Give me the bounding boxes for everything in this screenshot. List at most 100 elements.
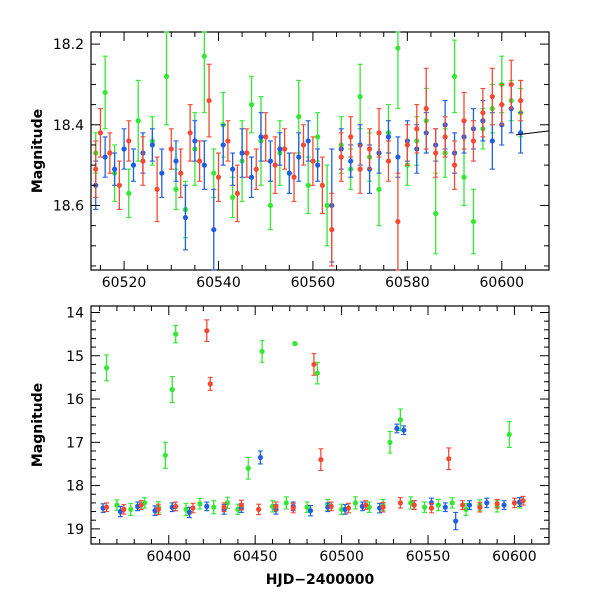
bottom-blue-point	[394, 423, 400, 434]
bottom-red-point	[121, 504, 127, 515]
bottom-x-tick-label: 60400	[147, 549, 192, 565]
top-y-tick-label: 18.4	[53, 118, 84, 134]
top-blue-point	[112, 152, 118, 186]
top-red-point	[338, 132, 344, 182]
top-red-point	[319, 156, 325, 215]
top-red-point	[480, 87, 486, 138]
top-blue-point	[192, 120, 198, 162]
top-red-point	[461, 91, 467, 150]
bottom-red-point	[446, 447, 452, 471]
top-green-point	[357, 63, 363, 130]
bottom-green-point	[387, 430, 393, 454]
top-red-point	[116, 160, 122, 211]
top-red-point	[263, 112, 269, 162]
bottom-blue-point	[466, 500, 473, 510]
bottom-green-point	[463, 502, 469, 516]
top-blue-point	[173, 140, 179, 182]
bottom-red-point	[318, 448, 324, 471]
bottom-red-point	[221, 502, 227, 513]
top-blue-point	[305, 120, 311, 162]
bottom-y-tick-label: 18	[66, 479, 84, 495]
bottom-green-point	[114, 499, 120, 511]
top-red-point	[93, 140, 99, 198]
top-red-point	[234, 164, 240, 223]
bottom-red-point	[428, 502, 435, 514]
top-red-point	[168, 128, 174, 170]
top-y-tick-label: 18.6	[53, 198, 84, 214]
top-red-point	[423, 67, 429, 150]
top-red-point	[300, 124, 307, 166]
bottom-green-point	[103, 354, 110, 382]
bottom-x-axis-label: HJD−2400000	[266, 572, 375, 588]
top-panel: 60520 60540 60560 60580 60600 18.2 18.4 18.6 Ma…	[30, 31, 550, 291]
bottom-green-point	[408, 496, 414, 510]
top-red-point	[518, 79, 524, 122]
top-y-tick-label: 18.2	[53, 37, 84, 53]
bottom-panel: 60400 60450 60500 60550 60600 14 15 16 17 18 19 Ma…	[30, 305, 550, 588]
bottom-green-point	[245, 456, 251, 480]
top-blue-point	[220, 124, 226, 166]
top-red-point	[244, 128, 250, 178]
top-red-point	[385, 140, 392, 182]
bottom-red-point	[155, 503, 162, 516]
bottom-red-point	[138, 500, 144, 510]
top-green-point	[135, 79, 141, 162]
top-green-point	[102, 55, 108, 130]
top-x-tick-label: 60540	[196, 275, 241, 291]
top-red-point	[253, 148, 259, 190]
top-blue-point	[315, 148, 321, 182]
top-red-point	[329, 192, 335, 267]
top-green-point	[248, 75, 255, 134]
bottom-green-point	[506, 420, 512, 449]
top-green-point	[433, 172, 439, 255]
bottom-red-point	[520, 495, 526, 506]
top-plot-frame	[90, 31, 550, 271]
bottom-blue-point	[257, 450, 263, 465]
bottom-green-point	[128, 502, 134, 516]
top-axis-ticks: 60520 60540 60560 60580 60600 18.2 18.4 18.6	[53, 32, 550, 291]
bottom-green-point	[211, 500, 217, 515]
top-red-point	[215, 152, 222, 202]
bottom-blue-point	[501, 500, 507, 510]
bottom-red-point	[328, 501, 334, 512]
bottom-red-point	[273, 501, 279, 512]
top-red-point	[140, 136, 146, 186]
bottom-y-tick-label: 17	[66, 435, 84, 451]
bottom-green-point	[197, 498, 203, 510]
top-green-point	[267, 180, 274, 231]
bottom-y-tick-label: 15	[66, 349, 84, 365]
top-trend-line	[515, 130, 550, 136]
bottom-blue-point	[204, 501, 210, 512]
top-blue-point	[277, 132, 283, 166]
top-red-point	[126, 120, 132, 162]
top-blue-point	[130, 148, 137, 182]
top-red-point	[366, 128, 373, 170]
bottom-red-point	[459, 500, 466, 510]
top-blue-point	[258, 112, 264, 162]
bottom-axis-ticks: 60400 60450 60500 60550 60600 14 15 16 17 18 19	[66, 305, 550, 565]
bottom-y-tick-label: 19	[66, 522, 84, 538]
top-red-point	[178, 148, 184, 198]
bottom-red-point	[397, 497, 403, 509]
top-red-point	[225, 120, 231, 162]
bottom-red-point	[511, 497, 518, 509]
bottom-blue-point	[484, 497, 490, 509]
top-red-point	[196, 140, 203, 182]
top-green-point	[461, 148, 467, 207]
bottom-red-point	[190, 502, 196, 514]
top-red-point	[187, 104, 193, 162]
bottom-red-point	[494, 498, 500, 509]
top-blue-point	[239, 128, 245, 178]
top-green-point	[395, 31, 401, 110]
top-blue-point	[230, 152, 236, 186]
top-green-point	[126, 168, 132, 219]
bottom-red-point	[256, 503, 262, 516]
bottom-red-point	[204, 319, 210, 343]
top-blue-point	[149, 128, 155, 162]
top-red-point	[291, 152, 297, 202]
top-red-point	[357, 144, 363, 194]
bottom-green-point	[352, 496, 359, 510]
bottom-data-points	[100, 319, 526, 531]
top-red-point	[442, 116, 448, 158]
